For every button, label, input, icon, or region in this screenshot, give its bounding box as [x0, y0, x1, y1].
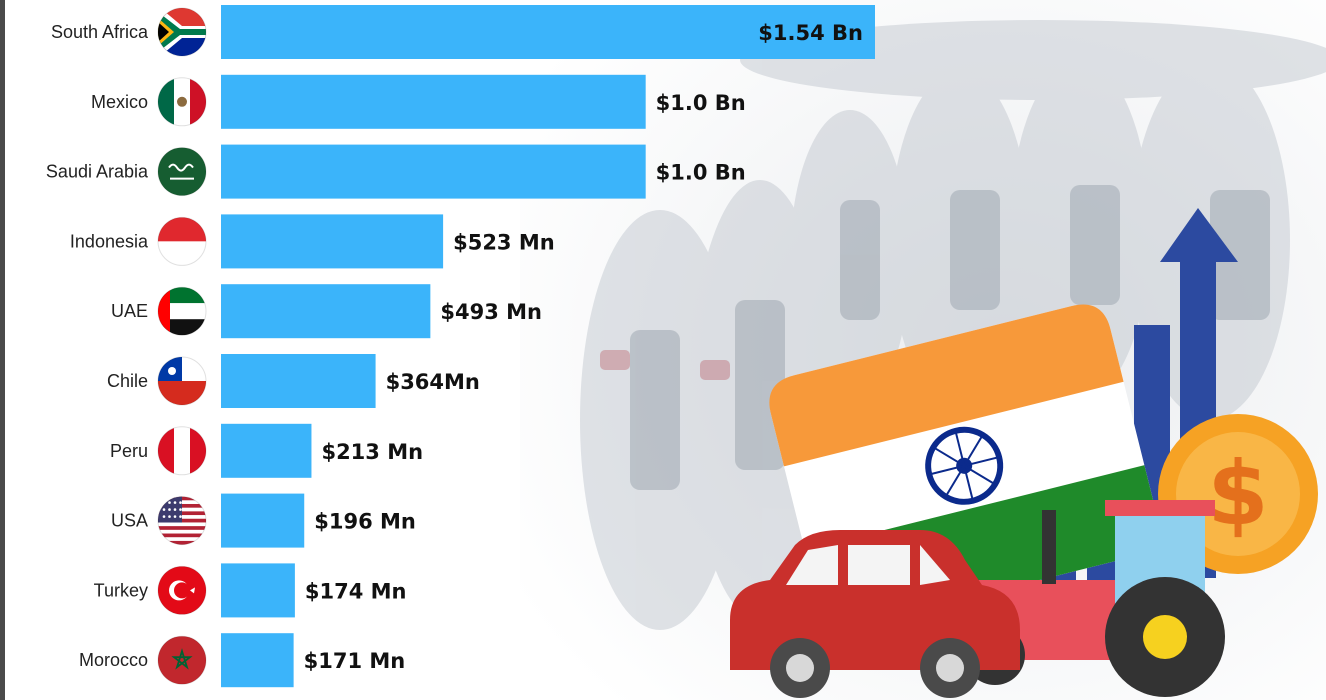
value-label: $523 Mn [453, 230, 555, 254]
window-edge [0, 0, 5, 700]
india-auto-export-illustration: $ [730, 208, 1318, 698]
south-africa-flag-icon [157, 7, 207, 57]
indonesia-flag-icon [157, 216, 207, 266]
bar [221, 214, 444, 269]
morocco-flag-icon [157, 635, 207, 685]
chart-row: UAE $493 Mn [111, 284, 542, 339]
mexico-flag-icon [157, 77, 207, 127]
category-label: UAE [111, 301, 148, 321]
value-label: $1.54 Bn [758, 21, 863, 45]
category-label: South Africa [51, 22, 149, 42]
bar [221, 493, 305, 548]
chile-flag-icon [157, 356, 207, 406]
value-label: $174 Mn [305, 579, 407, 603]
car-lot-background-image [520, 0, 1326, 700]
value-label: $1.0 Bn [656, 91, 746, 115]
chart-row: USA $196 Mn [111, 493, 416, 548]
peru-flag-icon [157, 426, 207, 476]
category-label: Chile [107, 371, 148, 391]
bar [221, 5, 875, 59]
category-label: Indonesia [70, 231, 149, 251]
bar [221, 563, 295, 618]
usa-flag-icon [157, 496, 207, 546]
value-label: $196 Mn [314, 510, 416, 534]
value-label: $213 Mn [321, 440, 423, 464]
category-label: Turkey [94, 580, 148, 600]
category-label: Peru [110, 441, 148, 461]
category-label: Morocco [79, 650, 148, 670]
category-label: Saudi Arabia [46, 162, 149, 182]
svg-text:$: $ [1207, 442, 1268, 545]
value-label: $493 Mn [440, 300, 542, 324]
saudi-arabia-flag-icon [157, 147, 207, 197]
chart-row: Chile $364Mn [107, 354, 480, 408]
car-icon [730, 530, 1020, 698]
value-label: $171 Mn [304, 649, 406, 673]
bar [221, 284, 431, 339]
bar [221, 354, 376, 408]
turkey-flag-icon [157, 565, 207, 615]
bar [221, 144, 646, 199]
chart-row: Indonesia $523 Mn [70, 214, 555, 269]
bar [221, 633, 294, 688]
value-label: $1.0 Bn [656, 161, 746, 185]
chart-row: Turkey $174 Mn [94, 563, 407, 618]
uae-flag-icon [157, 286, 207, 336]
category-label: USA [111, 511, 148, 531]
chart-row: Morocco $171 Mn [79, 633, 406, 688]
chart-row: South Africa $1.54 Bn [51, 5, 875, 59]
bar [221, 423, 312, 478]
chart-row: Mexico $1.0 Bn [91, 74, 746, 129]
category-label: Mexico [91, 92, 148, 112]
value-label: $364Mn [386, 370, 480, 394]
chart-row: Peru $213 Mn [110, 423, 423, 478]
chart-row: Saudi Arabia $1.0 Bn [46, 144, 746, 199]
bar [221, 74, 646, 129]
